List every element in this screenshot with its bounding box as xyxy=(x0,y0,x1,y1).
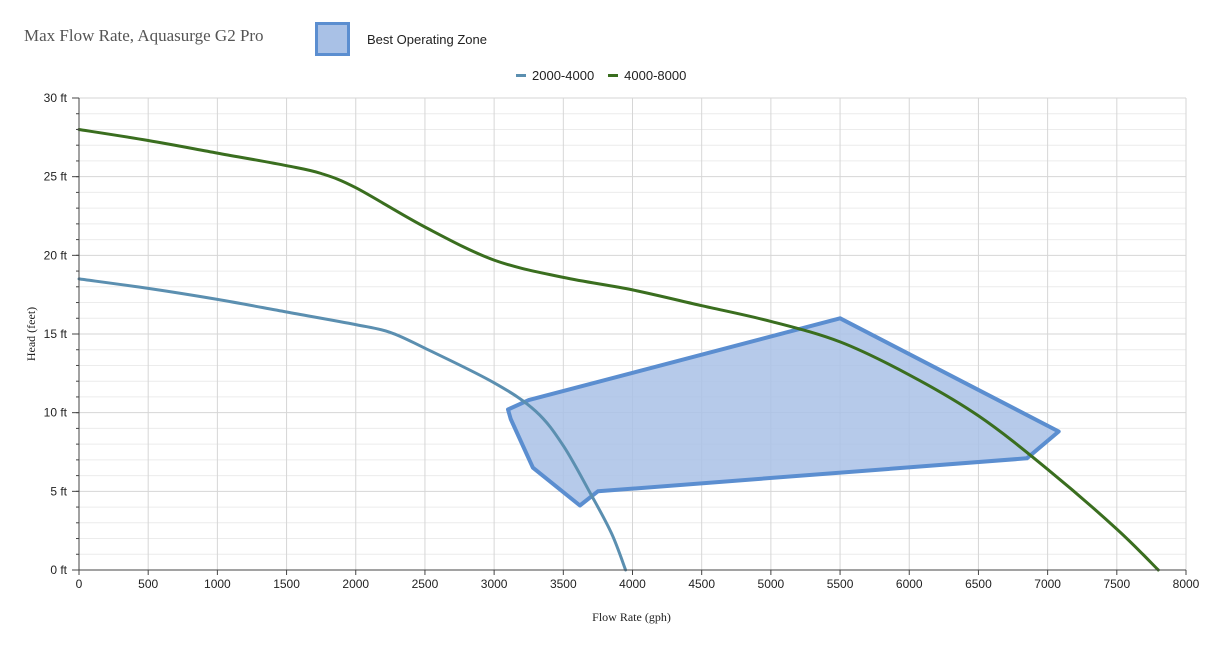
legend-line-4000-8000 xyxy=(608,74,619,77)
y-tick-label: 5 ft xyxy=(50,484,67,498)
series-legend: 2000-4000 4000-8000 xyxy=(516,68,700,83)
x-tick-label: 6500 xyxy=(965,577,992,591)
legend-item-2000-4000[interactable]: 2000-4000 xyxy=(516,68,594,83)
series-layer xyxy=(77,128,1160,572)
series-line-2000-4000[interactable] xyxy=(77,277,628,572)
zone-layer xyxy=(506,316,1061,508)
zone-legend-label: Best Operating Zone xyxy=(367,31,487,47)
x-tick-label: 4500 xyxy=(688,577,715,591)
y-tick-label: 10 ft xyxy=(44,406,68,420)
x-tick-label: 6000 xyxy=(896,577,923,591)
x-tick-label: 7500 xyxy=(1103,577,1130,591)
y-tick-label: 0 ft xyxy=(50,563,67,577)
x-tick-label: 5000 xyxy=(758,577,785,591)
x-tick-label: 4000 xyxy=(619,577,646,591)
legend-label-2000-4000: 2000-4000 xyxy=(532,68,595,83)
legend-item-4000-8000[interactable]: 4000-8000 xyxy=(608,68,686,83)
x-axis-title: Flow Rate (gph) xyxy=(592,610,671,624)
legend-line-2000-4000 xyxy=(516,74,526,77)
y-axis-title: Head (feet) xyxy=(24,307,38,361)
x-tick-label: 7000 xyxy=(1034,577,1061,591)
zone-legend-swatch xyxy=(315,22,350,56)
x-tick-label: 3500 xyxy=(550,577,577,591)
zone-legend-item[interactable]: Best Operating Zone xyxy=(315,22,487,56)
axes: 0 500 1000 1500 2000 2500 3000 3500 4000 4500 5000… xyxy=(44,91,1200,591)
x-tick-label: 5500 xyxy=(827,577,854,591)
x-tick-label: 1500 xyxy=(273,577,300,591)
legend-label-4000-8000: 4000-8000 xyxy=(624,68,687,83)
x-tick-label: 0 xyxy=(76,577,83,591)
chart-title: Max Flow Rate, Aquasurge G2 Pro xyxy=(24,26,264,45)
grid xyxy=(78,97,1187,571)
series-line-4000-8000[interactable] xyxy=(77,128,1160,572)
y-tick-label: 25 ft xyxy=(44,170,68,184)
y-tick-label: 30 ft xyxy=(44,91,68,105)
x-tick-label: 2000 xyxy=(342,577,369,591)
y-tick-label: 20 ft xyxy=(44,248,68,262)
x-tick-label: 1000 xyxy=(204,577,231,591)
x-tick-label: 3000 xyxy=(481,577,508,591)
x-tick-label: 2500 xyxy=(412,577,439,591)
y-tick-label: 15 ft xyxy=(44,327,68,341)
x-tick-label: 500 xyxy=(138,577,158,591)
best-operating-zone[interactable] xyxy=(506,316,1061,508)
x-tick-label: 8000 xyxy=(1173,577,1200,591)
